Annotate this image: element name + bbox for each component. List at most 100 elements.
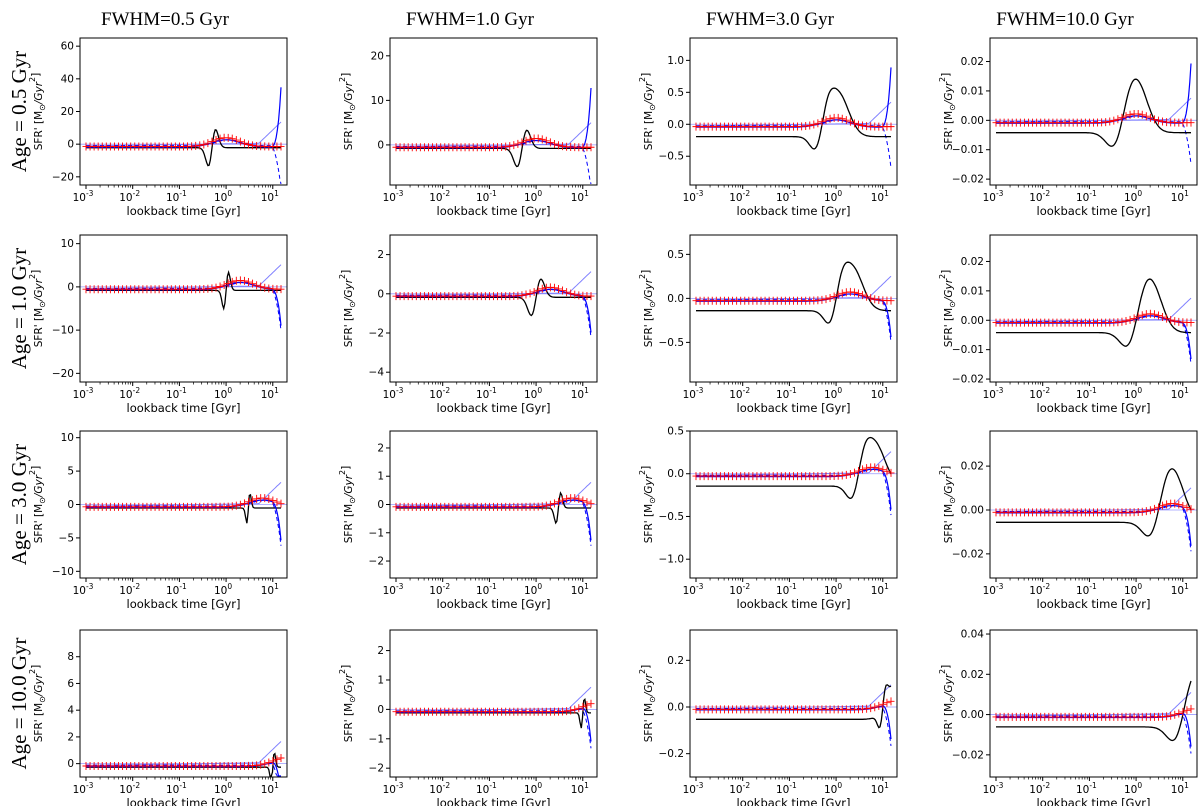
y-tick-label-1: 0.0	[667, 702, 684, 714]
marker-39	[550, 499, 558, 508]
marker-40	[555, 497, 562, 506]
x-tick-label-3: 100	[1124, 189, 1142, 204]
marker-39	[240, 276, 248, 285]
x-tick-exponent: -2	[443, 386, 451, 395]
x-tick-exponent: -3	[86, 189, 94, 198]
series-fit	[396, 87, 592, 149]
y-label-sup: 2	[938, 274, 947, 279]
marker-48	[277, 142, 285, 151]
x-tick-label-4: 101	[261, 386, 279, 401]
marker-46	[879, 465, 887, 474]
series-light-fit	[86, 741, 282, 766]
x-tick-base: 10	[73, 784, 86, 796]
x-tick-label-3: 100	[824, 386, 842, 401]
x-axis-label: lookback time [Gyr]	[437, 401, 551, 415]
x-tick-exponent: -1	[489, 386, 497, 395]
marker-38	[236, 500, 244, 509]
x-tick-exponent: 0	[1137, 386, 1142, 395]
x-tick-exponent: -3	[996, 386, 1004, 395]
marker-41	[249, 496, 257, 505]
marker-43	[567, 706, 575, 715]
marker-35	[1134, 312, 1142, 321]
marker-30	[1114, 115, 1122, 124]
column-title-2: FWHM=1.0 Gyr	[406, 9, 535, 30]
x-tick-exponent: -1	[789, 386, 797, 395]
y-label-prefix: SFR' [M	[33, 308, 45, 347]
marker-28	[506, 142, 514, 151]
x-tick-exponent: 1	[884, 781, 889, 790]
x-tick-label-1: 10-2	[429, 781, 450, 796]
y-tick-label-0: −0.5	[659, 337, 685, 349]
marker-37	[842, 116, 850, 125]
y-label-prefix: SFR' [M	[643, 703, 655, 742]
x-tick-base: 10	[524, 784, 537, 796]
x-tick-base: 10	[214, 585, 227, 597]
y-tick-label-0: −0.2	[659, 748, 685, 760]
x-tick-label-0: 10-3	[383, 386, 404, 401]
y-tick-label-2: 20	[371, 50, 384, 62]
marker-44	[871, 463, 879, 472]
x-tick-base: 10	[871, 192, 884, 204]
x-tick-label-4: 101	[871, 582, 889, 597]
x-tick-label-2: 10-1	[476, 781, 497, 796]
marker-41	[559, 496, 567, 505]
y-tick-label-4: 60	[61, 41, 74, 53]
marker-39	[240, 499, 248, 508]
marker-38	[546, 500, 554, 509]
marker-44	[871, 703, 879, 712]
y-tick-label-3: 5	[67, 466, 74, 478]
x-tick-base: 10	[1124, 389, 1137, 401]
panel-frame	[79, 629, 288, 778]
y-axis-label: SFR' [M⊙/Gyr2]	[638, 73, 657, 151]
x-axis-label: lookback time [Gyr]	[127, 204, 241, 218]
series-markers	[392, 699, 595, 716]
x-tick-exponent: -2	[133, 781, 141, 790]
series-light-fit	[396, 122, 592, 148]
x-tick-base: 10	[261, 784, 274, 796]
marker-44	[261, 494, 269, 503]
y-label-sub: ⊙	[648, 696, 657, 703]
marker-48	[1187, 505, 1195, 514]
marker-32	[1122, 112, 1130, 121]
x-tick-exponent: 0	[227, 189, 232, 198]
x-tick-label-3: 100	[214, 781, 232, 796]
y-tick-label-3: 2	[377, 249, 384, 261]
marker-48	[887, 468, 895, 477]
marker-30	[204, 139, 212, 148]
y-label-prefix: SFR' [M	[643, 111, 655, 150]
x-tick-exponent: -1	[1089, 386, 1097, 395]
marker-47	[883, 467, 891, 476]
x-tick-label-1: 10-2	[429, 189, 450, 204]
y-label-suffix: /Gyr	[343, 474, 355, 498]
series-markers	[692, 463, 895, 481]
x-tick-base: 10	[383, 585, 396, 597]
y-label-suffix: /Gyr	[33, 278, 45, 302]
y-axis-label: SFR' [M⊙/Gyr2]	[638, 665, 657, 743]
x-tick-exponent: -2	[443, 582, 451, 591]
x-tick-base: 10	[1029, 585, 1042, 597]
y-label-close: ]	[940, 73, 952, 77]
y-tick-label-1: −1	[369, 527, 384, 539]
marker-32	[1122, 316, 1130, 325]
x-tick-exponent: -3	[696, 781, 704, 790]
x-tick-base: 10	[824, 389, 837, 401]
y-axis-label: SFR' [M⊙/Gyr2]	[638, 466, 657, 544]
x-tick-base: 10	[73, 585, 86, 597]
y-tick-label-1: −2	[369, 328, 384, 340]
x-tick-exponent: 1	[584, 781, 589, 790]
marker-30	[814, 119, 822, 128]
y-label-prefix: SFR' [M	[943, 504, 955, 543]
y-label-sup: 2	[28, 669, 37, 674]
y-label-suffix: /Gyr	[343, 673, 355, 697]
y-axis-label: SFR' [M⊙/Gyr2]	[338, 466, 357, 544]
x-tick-exponent: 0	[227, 781, 232, 790]
series-light-fit	[86, 121, 282, 147]
marker-47	[273, 755, 281, 764]
x-tick-label-3: 100	[524, 582, 542, 597]
x-tick-exponent: -2	[133, 189, 141, 198]
marker-40	[1155, 116, 1162, 125]
marker-36	[838, 289, 846, 298]
